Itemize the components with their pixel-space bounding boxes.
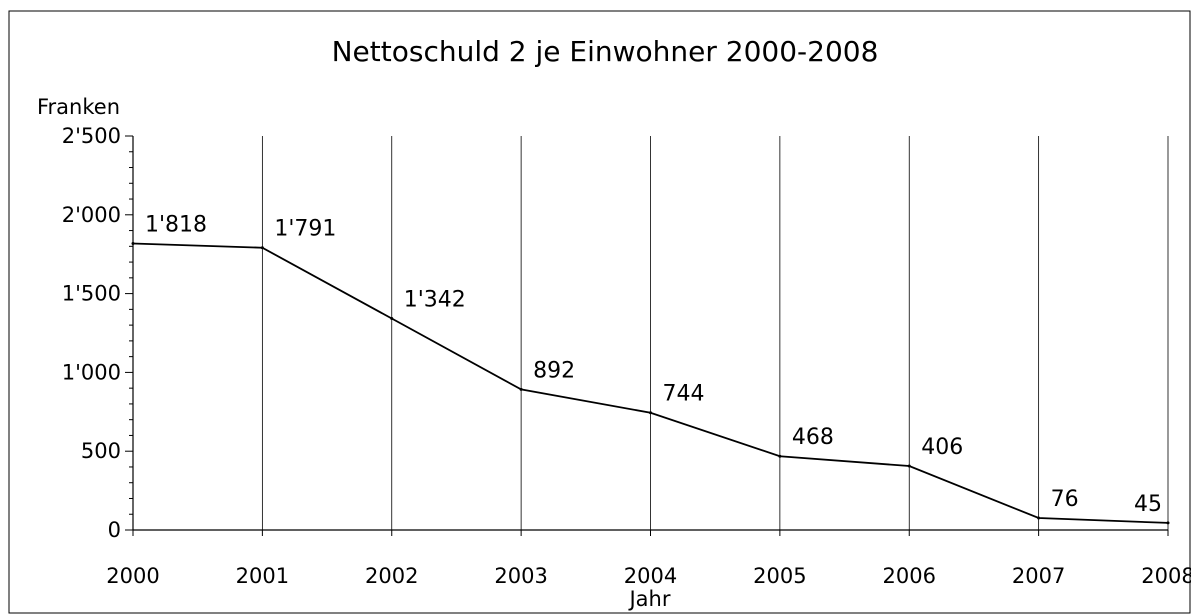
data-point-2004	[649, 411, 652, 415]
y-tick-label: 0	[108, 518, 121, 542]
chart-title: Nettoschuld 2 je Einwohner 2000-2008	[332, 35, 879, 68]
data-point-2003	[519, 387, 523, 391]
data-point-2001	[260, 246, 264, 250]
x-tick-label-2008: 2008	[1141, 564, 1191, 588]
x-tick-label-2005: 2005	[753, 564, 806, 588]
data-point-2000	[131, 241, 135, 245]
data-label-2001: 1'791	[274, 217, 336, 242]
y-axis-label: Franken	[37, 95, 120, 119]
grid-lines	[261, 136, 1169, 530]
data-point-2007	[1037, 516, 1041, 520]
data-labels: 1'818 1'791 1'342 892 744 468 406 76 45	[145, 212, 1162, 516]
x-tick-label-2001: 2001	[236, 564, 289, 588]
y-tick-label: 500	[81, 439, 121, 463]
y-tick-label: 1'000	[62, 360, 121, 384]
data-series	[131, 241, 1170, 525]
x-axis-label: Jahr	[627, 587, 670, 611]
data-label-2000: 1'818	[145, 212, 207, 237]
y-tick-label: 1'500	[62, 282, 121, 306]
x-tick-label-2002: 2002	[365, 564, 418, 588]
x-tick-label-2007: 2007	[1012, 564, 1065, 588]
data-label-2003: 892	[533, 358, 575, 383]
x-tick-label-2006: 2006	[883, 564, 936, 588]
data-label-2005: 468	[792, 425, 834, 450]
x-tick-label-2003: 2003	[494, 564, 547, 588]
tick-labels: 0 500 1'000 1'500 2'000 2'500 2000 2001 2002 2003…	[62, 124, 1191, 588]
data-point-2006	[907, 464, 911, 468]
data-label-2002: 1'342	[404, 288, 466, 313]
y-tick-label: 2'000	[62, 203, 121, 227]
axes	[125, 135, 1169, 536]
y-tick-label: 2'500	[62, 124, 121, 148]
data-label-2004: 744	[663, 382, 705, 407]
x-tick-label-2004: 2004	[624, 564, 677, 588]
data-label-2006: 406	[921, 435, 963, 460]
data-point-2008	[1166, 521, 1170, 525]
data-label-2008: 45	[1134, 492, 1162, 517]
chart-frame	[8, 10, 1191, 614]
data-point-2005	[778, 454, 782, 458]
x-tick-label-2000: 2000	[106, 564, 159, 588]
data-label-2007: 76	[1051, 487, 1079, 512]
data-point-2002	[390, 317, 394, 321]
